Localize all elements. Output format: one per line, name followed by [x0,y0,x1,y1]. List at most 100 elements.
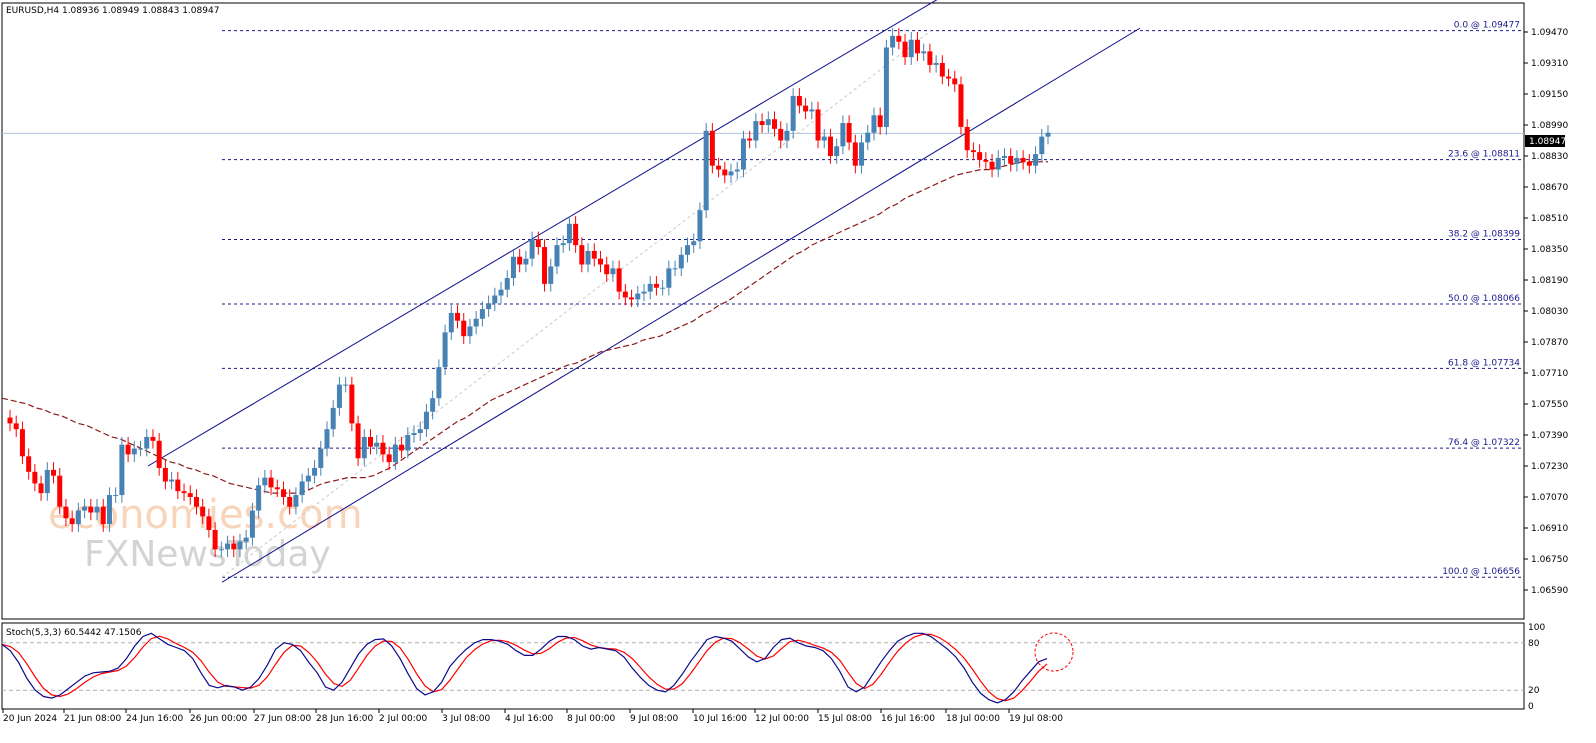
candle-body [212,529,218,550]
time-tick-label: 20 Jun 2024 [3,714,57,724]
price-tick-label: 1.09150 [1531,90,1568,100]
candle-body [877,115,883,127]
candle-body [684,245,690,255]
candle-body [554,245,560,267]
time-tick-label: 12 Jul 00:00 [755,714,809,724]
candle-body [193,497,199,507]
candle-body [355,423,361,459]
price-tick-label: 1.08190 [1531,276,1568,286]
candle-body [63,506,69,519]
candle-body [952,78,958,85]
candle-body [809,109,815,112]
stochastic-oscillator: 100 80 20 0 [1,623,1545,712]
candle-body [616,268,622,292]
candle-body [411,433,417,435]
price-tick-label: 1.08350 [1531,245,1568,255]
candle-body [442,332,448,368]
candles [7,28,1051,558]
candle-body [672,268,678,270]
candle-body [467,326,473,337]
time-axis: 20 Jun 2024 21 Jun 08:00 24 Jun 16:00 26 Ju… [2,709,1063,724]
candle-body [237,541,243,550]
candle-body [13,423,19,430]
candle-body [535,239,541,248]
stochastic-label: Stoch(5,3,3) 60.5442 47.1506 [6,628,142,638]
time-tick-label: 15 Jul 08:00 [818,714,872,724]
candle-body [1001,156,1007,158]
candle-body [262,477,268,486]
candle-body [946,76,952,79]
fib-level-label: 38.2 @ 1.08399 [1448,230,1520,240]
candle-body [778,128,784,141]
candle-body [361,436,367,459]
fib-level-label: 23.6 @ 1.08811 [1448,150,1520,160]
price-tick-label: 1.07550 [1531,400,1568,410]
candle-body [921,51,927,54]
candle-body [479,309,485,319]
candle-body [622,291,628,298]
candle-body [156,440,162,468]
price-tick-label: 1.09310 [1531,59,1568,69]
candle-body [69,518,75,525]
candle-body [796,95,802,106]
candle-body [815,109,821,141]
candle-body [318,448,324,468]
candle-body [517,256,523,265]
time-tick-label: 21 Jun 08:00 [64,714,121,724]
candle-body [548,266,554,284]
candle-body [958,84,964,127]
candle-body [566,223,572,244]
candle-body [964,126,970,151]
candle-body [691,241,697,246]
candle-body [249,510,255,538]
candle-body [523,258,529,265]
candle-body [423,411,429,430]
stochastic-panel-frame [1,622,1525,710]
moving-average-line [1,161,1048,494]
candle-body [666,268,672,288]
candle-body [827,136,833,156]
price-tick-label: 1.07390 [1531,431,1568,441]
candle-body [448,312,454,333]
candle-body [374,442,380,447]
candle-body [747,138,753,141]
highlight-circle [1034,632,1074,672]
time-tick-label: 28 Jun 16:00 [316,714,373,724]
price-tick-label: 1.07230 [1531,462,1568,472]
candle-body [977,152,983,160]
candle-body [722,169,728,176]
candle-body [510,256,516,279]
watermark-fxnewstoday: FXNewsToday [84,534,331,575]
candle-body [461,320,467,337]
candle-body [840,123,846,147]
candle-body [75,510,81,525]
candle-body [436,367,442,399]
candle-body [336,384,342,408]
price-tick-label: 1.08510 [1531,214,1568,224]
candle-body [678,254,684,269]
candle-body [709,130,715,166]
candle-body [890,35,896,48]
candle-body [44,469,50,494]
candle-body [187,493,193,497]
candle-body [629,297,635,300]
candle-body [635,293,641,300]
candle-body [927,51,933,65]
time-tick-label: 18 Jul 00:00 [946,714,1000,724]
candle-body [728,171,734,176]
candle-body [256,485,262,511]
candle-body [287,497,293,507]
candle-body [871,115,877,133]
candle-body [989,161,995,170]
candle-body [498,289,504,296]
candle-body [908,39,914,58]
fib-trend-line [221,30,932,578]
candle-body [896,35,902,42]
candle-body [82,506,88,511]
candle-body [162,467,168,482]
watermark-economies: economies.com [48,492,363,538]
candle-body [32,471,38,484]
channel-upper-line [147,0,938,467]
candle-body [560,243,566,246]
candle-body [970,150,976,153]
